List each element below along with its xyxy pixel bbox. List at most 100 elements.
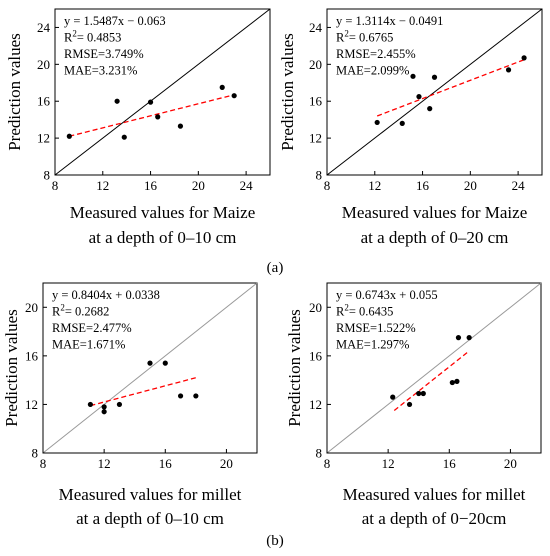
y-tick-label: 20	[37, 57, 50, 72]
data-point	[374, 119, 380, 126]
y-tick-label: 8	[316, 446, 323, 461]
data-point	[466, 335, 472, 341]
data-point	[66, 133, 72, 139]
r-squared: R2= 0.6435	[336, 303, 393, 319]
data-point	[177, 393, 184, 399]
x-tick-label: 16	[443, 456, 457, 471]
plot-frame	[42, 282, 258, 454]
fit-line	[376, 59, 525, 117]
x-axis-title-line2: at a depth of 0–20 cm	[361, 228, 509, 247]
x-axis-title-line2: at a depth of 0–10 cm	[89, 228, 237, 247]
data-point	[431, 74, 438, 80]
reference-line	[326, 8, 543, 176]
regression-equation: y = 1.3114x − 0.0491	[336, 14, 443, 28]
y-tick-label: 16	[37, 94, 51, 109]
fit-line	[69, 94, 235, 137]
y-tick-label: 24	[309, 20, 323, 35]
data-point	[114, 98, 120, 104]
y-tick-label: 16	[25, 348, 39, 363]
mae-label: MAE=2.099%	[336, 64, 409, 78]
data-point	[219, 84, 225, 90]
rmse-label: RMSE=2.477%	[52, 321, 132, 335]
r-squared: R2= 0.6765	[336, 29, 393, 45]
panel-label-a: (a)	[267, 260, 284, 276]
data-point	[231, 93, 237, 99]
x-tick-label: 12	[96, 178, 109, 193]
r-squared-value: = 0.6435	[349, 305, 394, 319]
x-axis-title-line1: Measured values for millet	[343, 485, 526, 504]
data-point	[521, 55, 527, 61]
data-point	[162, 360, 168, 366]
x-tick-label: 8	[40, 456, 47, 471]
x-tick-label: 12	[368, 178, 381, 193]
r-squared-exponent: 2	[72, 29, 77, 39]
data-point	[399, 120, 405, 126]
fit-line	[90, 377, 197, 407]
y-tick-label: 16	[309, 94, 323, 109]
x-tick-label: 16	[159, 456, 173, 471]
rmse-label: RMSE=1.522%	[336, 321, 416, 335]
regression-equation: y = 1.5487x − 0.063	[64, 14, 166, 28]
rmse-label: RMSE=3.749%	[64, 47, 144, 61]
x-tick-label: 8	[52, 178, 59, 193]
reference-line	[54, 8, 271, 176]
data-point	[410, 73, 416, 79]
r-squared: R2= 0.4853	[64, 29, 121, 45]
x-tick-label: 20	[220, 456, 233, 471]
rmse-label: RMSE=2.455%	[336, 47, 416, 61]
y-tick-label: 20	[25, 300, 38, 315]
r-squared-exponent: 2	[60, 303, 65, 313]
x-tick-label: 16	[144, 178, 158, 193]
y-axis-title: Prediction values	[278, 33, 297, 151]
data-point	[449, 379, 455, 386]
data-point	[147, 99, 154, 105]
panel-label-b: (b)	[266, 533, 284, 549]
data-point	[155, 114, 161, 120]
y-tick-label: 20	[309, 300, 322, 315]
data-point	[101, 409, 107, 415]
y-axis-title: Prediction values	[2, 309, 21, 427]
x-tick-label: 12	[98, 456, 111, 471]
data-point	[406, 401, 413, 408]
x-tick-label: 20	[464, 178, 477, 193]
mae-label: MAE=1.297%	[336, 338, 409, 352]
y-tick-label: 8	[316, 168, 323, 183]
data-point	[116, 401, 123, 408]
r-squared-label: R	[52, 305, 61, 319]
reference-line	[42, 282, 258, 454]
x-tick-label: 12	[382, 456, 395, 471]
r-squared-value: = 0.4853	[77, 31, 122, 45]
y-axis-title: Prediction values	[5, 33, 24, 151]
data-point	[420, 390, 426, 397]
r-squared-exponent: 2	[344, 303, 349, 313]
y-tick-label: 8	[32, 446, 39, 461]
data-point	[147, 360, 153, 366]
r-squared-label: R	[64, 31, 73, 45]
x-tick-label: 8	[324, 456, 331, 471]
y-tick-label: 12	[309, 397, 322, 412]
x-axis-title-line1: Measured values for millet	[59, 485, 242, 504]
y-axis-title: Prediction values	[285, 309, 304, 427]
y-tick-label: 20	[309, 57, 322, 72]
r-squared-label: R	[336, 31, 345, 45]
r-squared-value: = 0.2682	[65, 305, 110, 319]
data-point	[416, 94, 422, 100]
data-point	[177, 123, 184, 129]
data-point	[101, 404, 107, 410]
data-point	[505, 67, 512, 73]
y-tick-label: 24	[37, 20, 51, 35]
r-squared-exponent: 2	[344, 29, 349, 39]
data-point	[193, 393, 199, 399]
x-tick-label: 16	[416, 178, 430, 193]
plot-frame	[326, 8, 543, 176]
plot-frame	[326, 282, 542, 454]
data-point	[427, 106, 433, 112]
x-tick-label: 20	[192, 178, 205, 193]
x-axis-title-line2: at a depth of 0–10 cm	[76, 509, 224, 528]
